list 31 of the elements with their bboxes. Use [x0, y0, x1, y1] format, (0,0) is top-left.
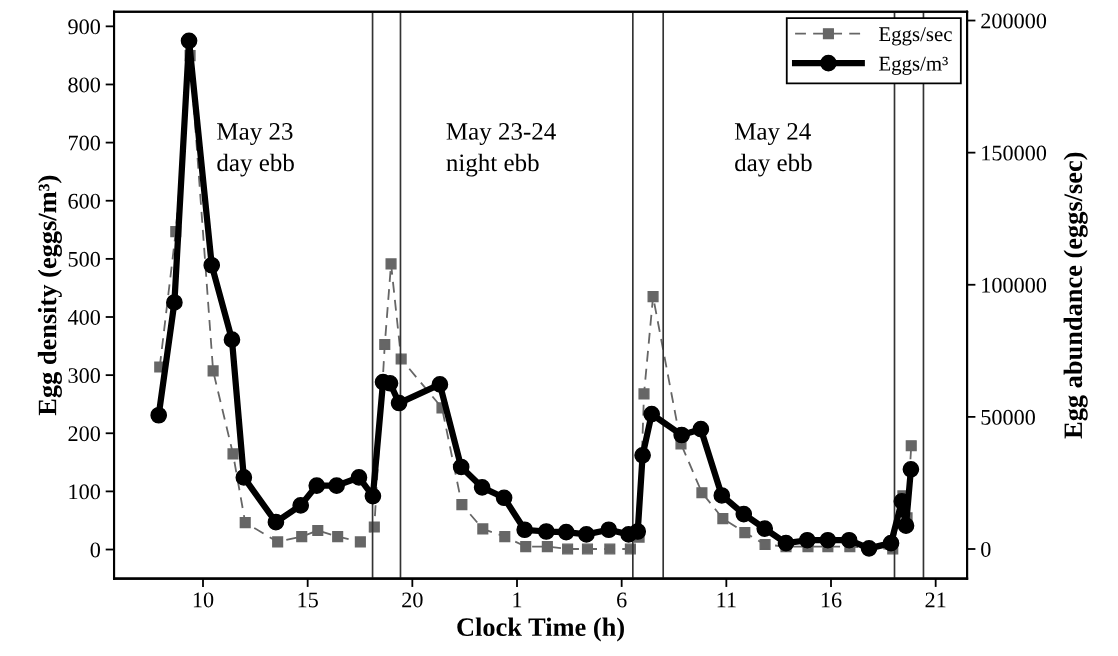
y-tick-label: 100 — [69, 484, 100, 500]
y-tick-label: 300 — [68, 368, 100, 384]
x-tick-label: 10 — [193, 592, 214, 608]
y-tick-label: 700 — [68, 135, 100, 151]
y2-tick-label: 100000 — [982, 277, 1047, 293]
x-tick-label: 6 — [617, 592, 627, 608]
y-tick-label: 900 — [68, 19, 100, 35]
y2-axis-title: Egg abundance (eggs/sec) — [1063, 152, 1088, 439]
x-axis-title: Clock Time (h) — [457, 617, 624, 642]
x-tick-label: 21 — [925, 592, 946, 608]
annotation: May 23-24 night ebb — [446, 123, 556, 177]
y-tick-label: 600 — [68, 193, 100, 209]
y2-tick-label: 0 — [981, 541, 991, 557]
x-tick-label: 1 — [513, 592, 522, 608]
y2-tick-label: 150000 — [982, 145, 1047, 161]
y-tick-label: 400 — [67, 309, 100, 325]
x-tick-label: 15 — [298, 592, 318, 608]
y-tick-label: 0 — [90, 542, 100, 558]
y-tick-label: 800 — [68, 77, 100, 93]
legend-label: Eggs/m³ — [879, 56, 948, 75]
y2-tick-label: 200000 — [981, 13, 1047, 29]
legend-label: Eggs/sec — [879, 27, 952, 46]
y2-tick-label: 50000 — [981, 409, 1035, 425]
y-tick-label: 200 — [68, 426, 100, 442]
y-tick-label: 500 — [68, 251, 100, 267]
annotation: May 24 day ebb — [734, 123, 812, 177]
x-tick-label: 16 — [821, 592, 842, 608]
y-axis-title: Egg density (eggs/m³) — [37, 175, 62, 416]
annotation: May 23 day ebb — [217, 123, 294, 177]
x-tick-label: 20 — [402, 592, 423, 608]
x-tick-label: 11 — [717, 592, 736, 608]
